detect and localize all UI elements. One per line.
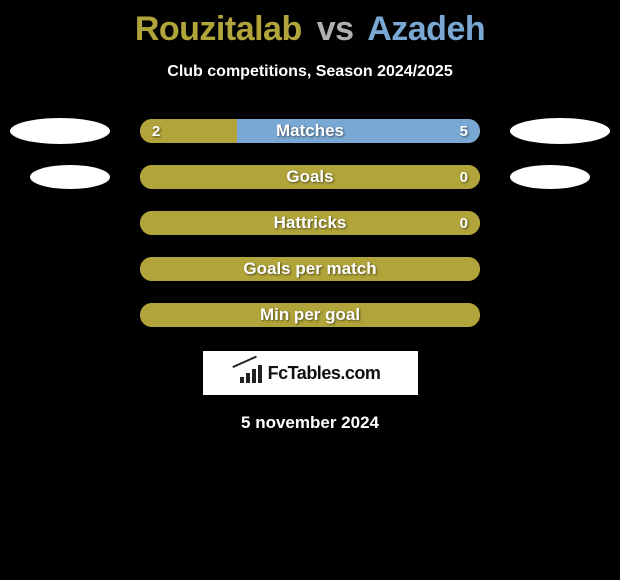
stat-row: Matches2 5 [0, 119, 620, 143]
stat-bar: Hattricks0 [140, 211, 480, 235]
stat-row: Goals0 [0, 165, 620, 189]
stat-label: Goals [140, 165, 480, 189]
player-marker-right [510, 165, 590, 189]
stat-value-left: 2 [140, 119, 172, 143]
page-title: Rouzitalab vs Azadeh [0, 0, 620, 49]
stat-label: Matches [140, 119, 480, 143]
stat-bar: Goals per match [140, 257, 480, 281]
comparison-infographic: Rouzitalab vs Azadeh Club competitions, … [0, 0, 620, 580]
player2-name: Azadeh [367, 10, 485, 48]
stat-label: Hattricks [140, 211, 480, 235]
stat-row: Goals per match [0, 257, 620, 281]
player1-name: Rouzitalab [135, 10, 302, 48]
stat-label: Min per goal [140, 303, 480, 327]
stat-bar: Goals0 [140, 165, 480, 189]
logo-chart-icon [240, 363, 264, 383]
player-marker-left [10, 118, 110, 144]
logo-box: FcTables.com [203, 351, 418, 395]
stat-value-right: 5 [448, 119, 480, 143]
stats-rows: Matches25Goals0Hattricks0Goals per match… [0, 119, 620, 327]
stat-value-right: 0 [448, 211, 480, 235]
stat-bar: Min per goal [140, 303, 480, 327]
logo-text: FcTables.com [268, 363, 381, 384]
date-text: 5 november 2024 [0, 413, 620, 433]
player-marker-left [30, 165, 110, 189]
stat-bar: Matches2 5 [140, 119, 480, 143]
vs-separator: vs [317, 10, 354, 48]
stat-value-right: 0 [448, 165, 480, 189]
player-marker-right [510, 118, 610, 144]
stat-label: Goals per match [140, 257, 480, 281]
stat-row: Hattricks0 [0, 211, 620, 235]
subtitle: Club competitions, Season 2024/2025 [0, 63, 620, 81]
stat-row: Min per goal [0, 303, 620, 327]
